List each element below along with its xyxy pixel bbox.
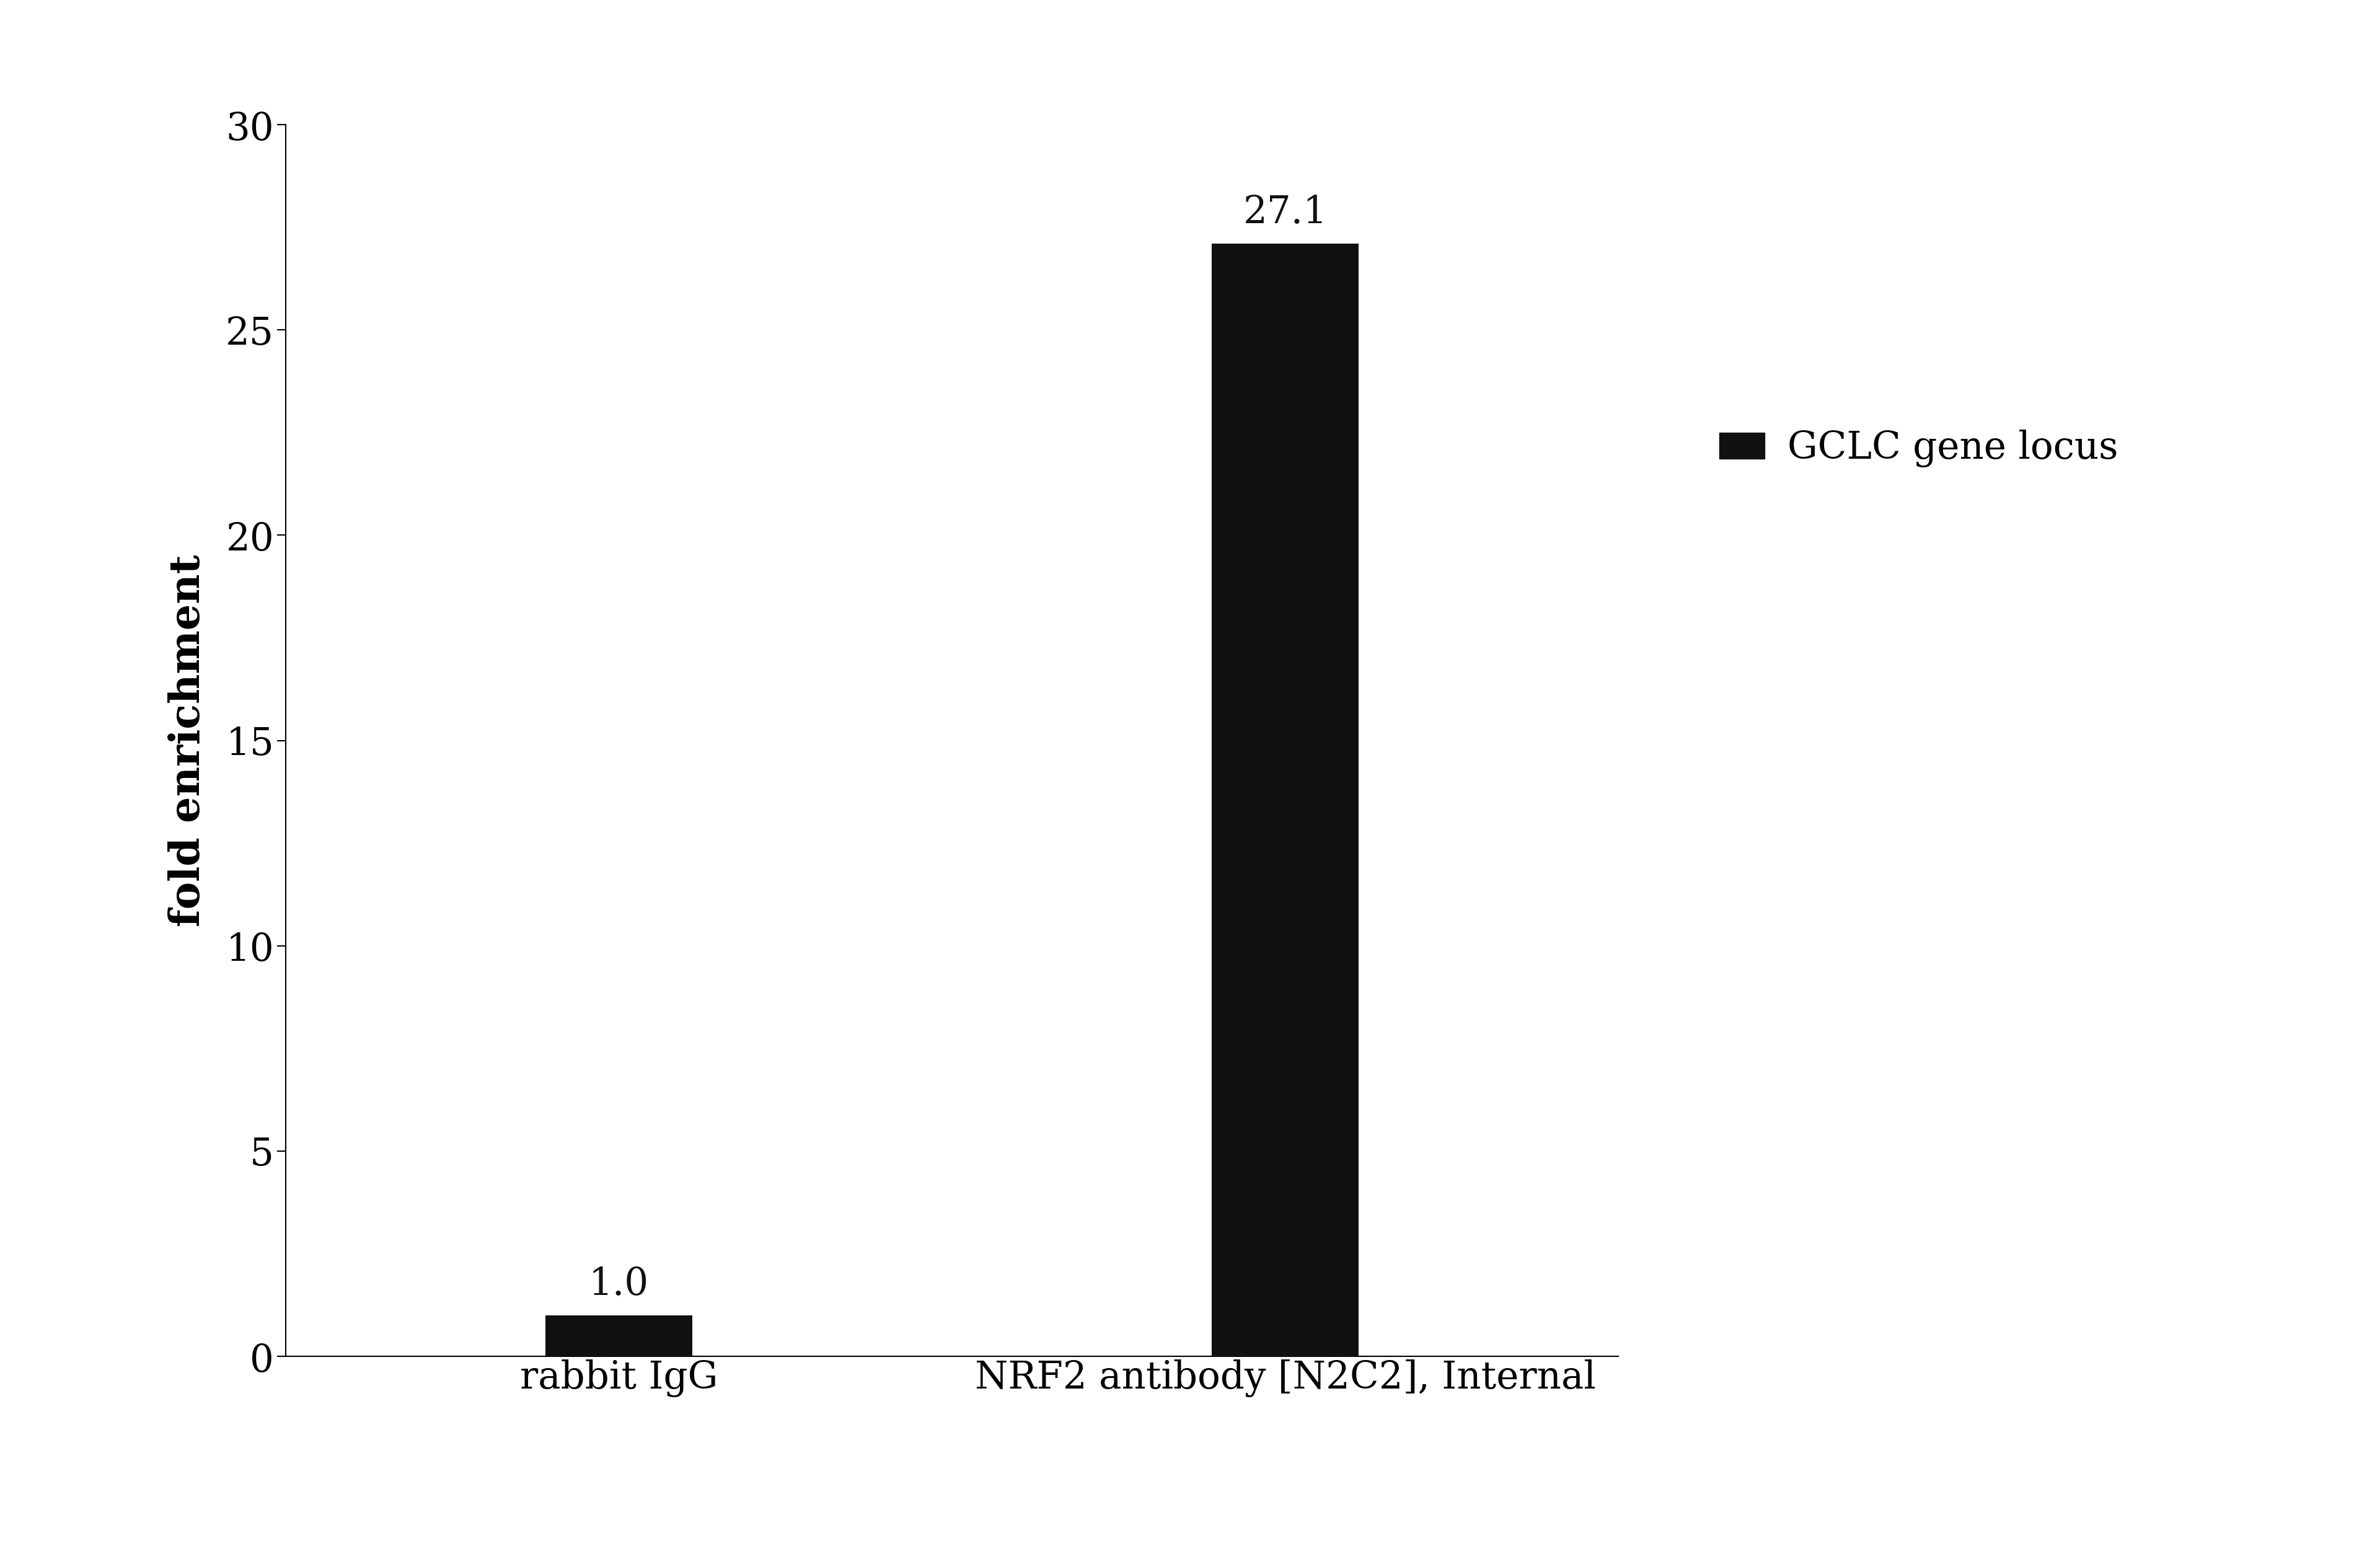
Y-axis label: fold enrichment: fold enrichment	[169, 555, 209, 926]
Text: 1.0: 1.0	[588, 1266, 650, 1303]
Bar	[545, 1316, 693, 1356]
Bar	[1211, 243, 1359, 1356]
Legend: GCLC gene locus: GCLC gene locus	[1704, 415, 2132, 483]
Text: 27.1: 27.1	[1242, 195, 1328, 231]
